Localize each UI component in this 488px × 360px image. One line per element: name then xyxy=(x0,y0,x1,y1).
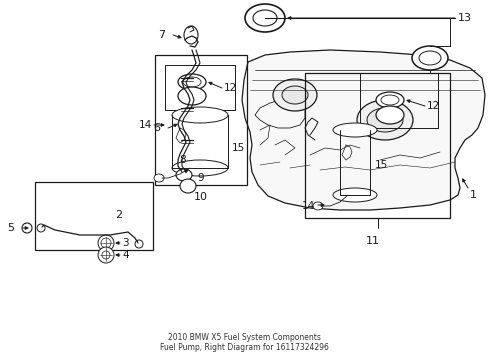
Bar xyxy=(305,73,449,218)
Polygon shape xyxy=(242,50,484,210)
Text: 1: 1 xyxy=(469,190,476,200)
Text: 12: 12 xyxy=(426,101,439,111)
Text: 6: 6 xyxy=(153,123,160,133)
Text: 4: 4 xyxy=(122,250,128,260)
Ellipse shape xyxy=(380,95,398,105)
Ellipse shape xyxy=(172,107,227,123)
Bar xyxy=(164,65,235,110)
Ellipse shape xyxy=(375,106,403,124)
Ellipse shape xyxy=(272,79,316,111)
Text: 14: 14 xyxy=(139,120,152,130)
Ellipse shape xyxy=(22,223,32,233)
Ellipse shape xyxy=(154,174,163,182)
Ellipse shape xyxy=(183,26,198,44)
Ellipse shape xyxy=(37,224,45,232)
Ellipse shape xyxy=(180,179,196,193)
Text: 8: 8 xyxy=(179,155,186,165)
Ellipse shape xyxy=(411,46,447,70)
Ellipse shape xyxy=(356,100,412,140)
Bar xyxy=(359,73,437,128)
Ellipse shape xyxy=(102,251,110,259)
Ellipse shape xyxy=(98,235,114,251)
Ellipse shape xyxy=(178,87,205,105)
Text: 12: 12 xyxy=(224,83,237,93)
Text: 5: 5 xyxy=(7,223,14,233)
Bar xyxy=(35,182,153,250)
Ellipse shape xyxy=(332,123,376,137)
Text: 3: 3 xyxy=(122,238,128,248)
Text: 11: 11 xyxy=(365,236,379,246)
Bar xyxy=(155,55,246,185)
Ellipse shape xyxy=(135,240,142,248)
Ellipse shape xyxy=(312,202,323,210)
Ellipse shape xyxy=(176,169,192,181)
Text: 14: 14 xyxy=(301,201,314,211)
Ellipse shape xyxy=(252,10,276,26)
Ellipse shape xyxy=(178,74,205,90)
Text: 2010 BMW X5 Fuel System Components
Fuel Pump, Right Diagram for 16117324296: 2010 BMW X5 Fuel System Components Fuel … xyxy=(159,333,328,352)
Text: 2: 2 xyxy=(115,210,122,220)
Ellipse shape xyxy=(375,92,403,108)
Ellipse shape xyxy=(244,4,285,32)
Ellipse shape xyxy=(183,77,201,87)
Ellipse shape xyxy=(172,160,227,176)
Text: 13: 13 xyxy=(457,13,471,23)
Ellipse shape xyxy=(366,108,402,132)
Ellipse shape xyxy=(332,188,376,202)
Text: 15: 15 xyxy=(374,160,387,170)
Ellipse shape xyxy=(282,86,307,104)
Text: 9: 9 xyxy=(197,173,203,183)
Ellipse shape xyxy=(418,51,440,65)
Text: 10: 10 xyxy=(194,192,207,202)
Text: 7: 7 xyxy=(158,30,164,40)
Text: 15: 15 xyxy=(231,143,245,153)
Ellipse shape xyxy=(98,247,114,263)
Ellipse shape xyxy=(101,238,111,248)
